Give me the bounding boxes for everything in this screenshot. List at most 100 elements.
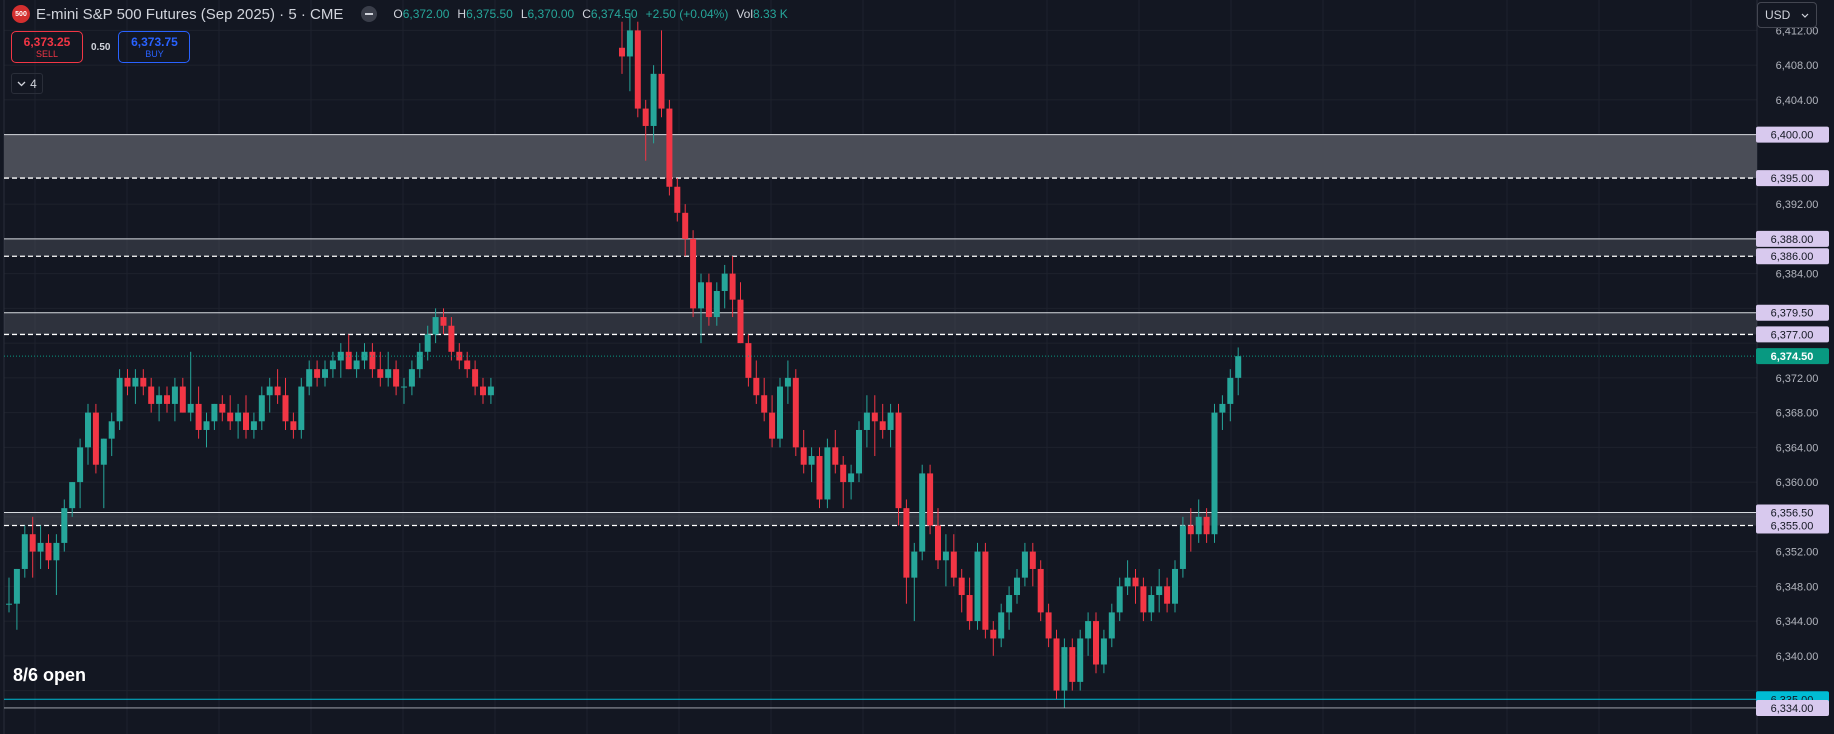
chart-legend-header: 500 E-mini S&P 500 Futures (Sep 2025) · … (12, 5, 788, 23)
currency-select[interactable]: USD (1757, 2, 1817, 28)
candle-body (116, 377, 123, 422)
candle-body (314, 369, 321, 378)
zone-top-badge: 6,356.50 (1771, 507, 1814, 519)
candle-body (1211, 412, 1218, 535)
candle-body (416, 351, 423, 370)
candle-body (887, 412, 894, 430)
chevron-down-icon (1801, 13, 1809, 18)
candle-body (1195, 516, 1202, 535)
candle-body (345, 351, 352, 370)
candle-body (187, 403, 194, 413)
ohlc-value: 8.33 K (753, 7, 788, 21)
ohlc-value: 6,370.00 (527, 7, 575, 21)
candle-body (329, 360, 336, 370)
zone-top-badge-bg (1756, 230, 1829, 247)
candle-body (243, 412, 249, 430)
candle-body (935, 525, 941, 561)
candle-body (171, 386, 178, 404)
candle-body (1124, 577, 1131, 587)
candle-body (1179, 525, 1186, 569)
candle-body (235, 412, 242, 422)
candle-body (895, 412, 902, 509)
candle-body (1116, 586, 1123, 613)
horizontal-levels (4, 355, 1757, 709)
candle-body (385, 369, 392, 378)
candle-body (282, 395, 289, 422)
indicators-toggle-button[interactable]: 4 (11, 73, 43, 94)
buy-price: 6,373.75 (131, 34, 178, 49)
candle-body (990, 629, 997, 639)
low-line-badge: 6,334.00 (1771, 703, 1814, 715)
candle-body (919, 473, 926, 552)
candle-body (1006, 595, 1013, 613)
symbol-title[interactable]: E-mini S&P 500 Futures (Sep 2025) · 5 · … (36, 5, 344, 23)
price-tick-label: 6,352.00 (1776, 547, 1819, 559)
buy-label: BUY (145, 48, 164, 59)
candle-body (6, 603, 12, 605)
buy-button[interactable]: 6,373.75 BUY (118, 31, 191, 63)
candle-body (800, 447, 807, 465)
candle-body (322, 369, 328, 378)
zone-top-badge: 6,400.00 (1771, 130, 1814, 142)
candle-body (1061, 647, 1068, 691)
candle-body (211, 403, 218, 422)
currency-label: USD (1765, 8, 1791, 22)
candle-body (626, 30, 633, 57)
candle-body (903, 508, 910, 578)
candle-body (290, 421, 297, 430)
candle-body (761, 395, 768, 413)
ohlc-key: C (582, 7, 591, 21)
candle-body (777, 386, 783, 439)
sell-price: 6,373.25 (23, 34, 71, 49)
zone-top-badge-bg (1756, 126, 1829, 143)
price-tick-label: 6,384.00 (1776, 269, 1819, 281)
candle-body (353, 360, 360, 370)
candle-body (92, 412, 99, 465)
last-price-badge: 6,374.50 (1771, 351, 1814, 363)
candle-body (464, 360, 471, 370)
candle-body (808, 456, 815, 465)
candle-body (480, 386, 486, 396)
zone-bottom-badge: 6,386.00 (1771, 251, 1814, 263)
candle-body (85, 412, 91, 448)
candle-body (1045, 612, 1052, 639)
ohlc-item: O6,372.00 (393, 7, 449, 21)
price-tick-label: 6,360.00 (1776, 477, 1819, 489)
ohlc-key: Vol (736, 7, 754, 21)
candle-body (1187, 525, 1194, 535)
ohlc-value: 6,375.50 (466, 7, 513, 21)
candle-body (274, 386, 281, 396)
candle-body (408, 369, 415, 387)
candle-body (674, 186, 681, 213)
candle-body (848, 473, 855, 483)
indicators-count: 4 (30, 76, 37, 91)
price-zone (4, 512, 1757, 526)
candle-body (619, 47, 625, 57)
last-price-badge-bg (1756, 348, 1829, 365)
candle-body (258, 395, 265, 422)
candle-body (1014, 577, 1020, 596)
price-tick-label: 6,408.00 (1776, 60, 1819, 72)
candle-body (658, 73, 665, 109)
candle-body (666, 108, 673, 187)
zone-bottom-badge: 6,395.00 (1771, 173, 1814, 185)
candle-body (369, 351, 376, 370)
hide-legend-button[interactable] (361, 6, 378, 22)
candle-body (1108, 612, 1115, 639)
ohlc-key: H (457, 7, 467, 21)
price-axis: 6,412.00 6,408.00 6,404.00 6,392.00 6,384.00… (1756, 25, 1829, 716)
candle-body (393, 369, 400, 387)
candle-body (424, 334, 431, 352)
candle-body (713, 290, 720, 318)
ohlc-item: H6,375.50 (457, 7, 512, 21)
candle-body (1203, 516, 1210, 535)
ohlc-values: O6,372.00 H6,375.50 L6,370.00 C6,374.50 +2.5… (393, 7, 787, 21)
sell-button[interactable]: 6,373.25 SELL (11, 31, 83, 63)
candle-body (650, 73, 657, 126)
trade-panel: 6,373.25 SELL 0.50 6,373.75 BUY (11, 31, 191, 63)
candle-body (1172, 568, 1178, 604)
candle-body (1140, 586, 1147, 613)
candle-body (164, 395, 170, 404)
candle-body (879, 421, 886, 430)
